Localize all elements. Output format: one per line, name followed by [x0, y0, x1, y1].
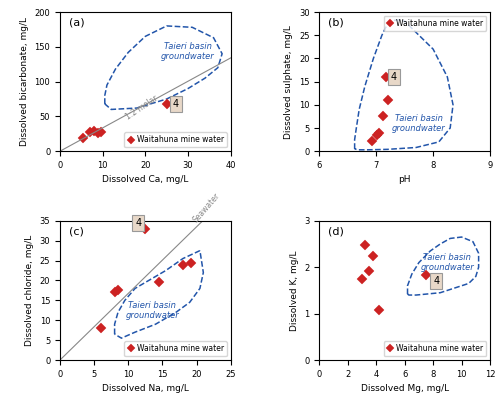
Text: 4: 4 [391, 72, 397, 82]
Text: Taieri basin
groundwater: Taieri basin groundwater [161, 42, 215, 61]
Text: 1:2 molar: 1:2 molar [124, 94, 160, 122]
X-axis label: Dissolved Na, mg/L: Dissolved Na, mg/L [102, 384, 189, 393]
Text: 4: 4 [135, 218, 141, 228]
Text: Taieri basin
groundwater: Taieri basin groundwater [420, 253, 474, 272]
X-axis label: Dissolved Mg, mg/L: Dissolved Mg, mg/L [360, 384, 448, 393]
Text: (a): (a) [68, 18, 84, 28]
Text: (c): (c) [68, 226, 84, 236]
Legend: Waitahuna mine water: Waitahuna mine water [124, 132, 227, 147]
Y-axis label: Dissolved sulphate, mg/L: Dissolved sulphate, mg/L [284, 25, 294, 138]
Y-axis label: Dissolved bicarbonate, mg/L: Dissolved bicarbonate, mg/L [20, 17, 29, 146]
Y-axis label: Dissolved chloride, mg/L: Dissolved chloride, mg/L [25, 235, 34, 346]
Text: (d): (d) [328, 226, 344, 236]
Text: Taieri basin
groundwater: Taieri basin groundwater [392, 114, 446, 133]
Legend: Waitahuna mine water: Waitahuna mine water [384, 16, 486, 31]
Text: (b): (b) [328, 18, 344, 28]
Y-axis label: Dissolved K, mg/L: Dissolved K, mg/L [290, 250, 298, 331]
X-axis label: Dissolved Ca, mg/L: Dissolved Ca, mg/L [102, 176, 188, 184]
X-axis label: pH: pH [398, 176, 411, 184]
Legend: Waitahuna mine water: Waitahuna mine water [124, 341, 227, 356]
Text: 4: 4 [173, 99, 179, 109]
Legend: Waitahuna mine water: Waitahuna mine water [384, 341, 486, 356]
Text: 4: 4 [433, 276, 439, 286]
Text: Taieri basin
groundwater: Taieri basin groundwater [126, 300, 179, 320]
Text: Seawater: Seawater [192, 191, 222, 224]
